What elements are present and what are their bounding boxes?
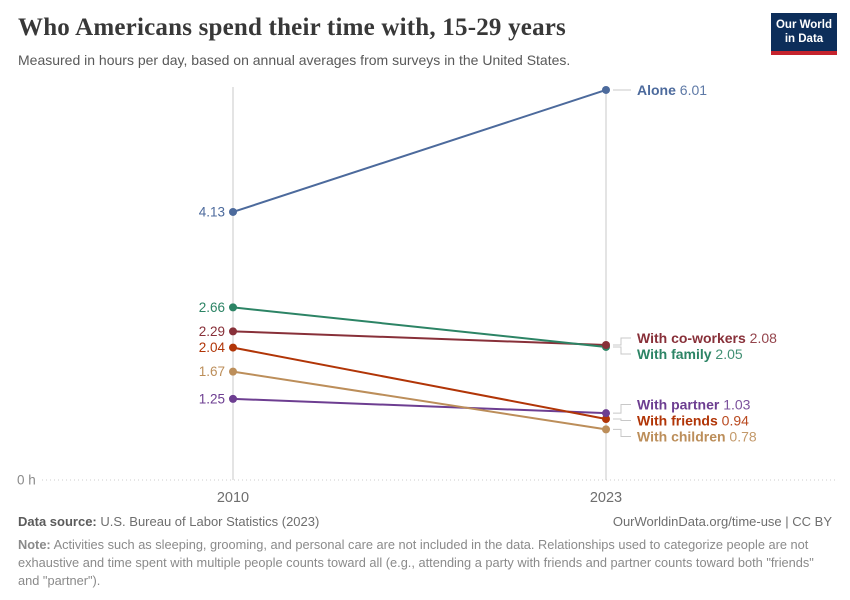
series-line-alone [232,89,607,213]
start-value-label-with-friends: 2.04 [199,340,226,355]
data-point-with-children-2010 [229,367,237,376]
owid-logo[interactable]: Our World in Data [771,13,837,55]
y-axis-zero-label: 0 h [17,473,36,488]
page-title: Who Americans spend their time with, 15-… [18,14,566,41]
data-point-with-friends-2023 [602,414,610,423]
data-source-value: U.S. Bureau of Labor Statistics (2023) [100,514,320,529]
series-label-with-family: With family 2.05 [637,346,743,362]
chart-header: Who Americans spend their time with, 15-… [18,14,758,69]
chart-note-label: Note: [18,537,51,552]
chart-note-text: Activities such as sleeping, grooming, a… [18,537,814,588]
data-point-with-partner-2010 [229,394,237,403]
series-label-with-partner: With partner 1.03 [637,396,751,412]
start-value-label-with-children: 1.67 [199,364,225,379]
series-label-alone: Alone 6.01 [637,82,707,98]
series-line-with-co-workers [232,330,607,347]
start-value-label-with-partner: 1.25 [199,391,225,406]
series-label-with-co-workers: With co-workers 2.08 [637,330,777,346]
owid-logo-line1: Our World [775,19,832,31]
data-source-label: Data source: [18,514,97,529]
series-label-with-friends: With friends 0.94 [637,412,749,428]
data-point-with-family-2010 [229,303,237,312]
owid-license-link[interactable]: OurWorldinData.org/time-use | CC BY [612,514,832,529]
chart-note: Note: Activities such as sleeping, groom… [18,536,832,590]
start-value-label-with-co-workers: 2.29 [199,324,225,339]
chart-subtitle: Measured in hours per day, based on annu… [18,51,571,68]
data-point-with-co-workers-2010 [229,327,237,336]
series-label-with-children: With children 0.78 [637,428,757,444]
data-point-alone-2023 [602,85,610,94]
series-line-with-partner [232,397,607,415]
data-source: Data source: U.S. Bureau of Labor Statis… [18,514,319,529]
owid-logo-line2: in Data [784,33,824,46]
series-line-with-family [232,306,607,348]
series-line-with-friends [232,346,607,420]
data-point-alone-2010 [229,207,237,216]
data-point-with-friends-2010 [229,343,237,352]
data-point-with-children-2023 [602,425,610,434]
label-connector-with-partner [613,404,631,414]
x-tick-label-2010: 2010 [217,490,249,506]
start-value-label-alone: 4.13 [199,204,225,219]
label-connector-with-family [613,346,631,355]
data-point-with-partner-2023 [602,409,610,418]
series-line-with-children [232,370,607,431]
data-point-with-co-workers-2023 [602,341,610,350]
label-connector-with-co-workers [613,337,631,346]
label-connector-with-children [613,428,631,438]
chart-footer: Data source: U.S. Bureau of Labor Statis… [18,514,832,590]
start-value-label-with-family: 2.66 [199,300,225,315]
x-tick-label-2023: 2023 [590,490,622,506]
label-connector-with-friends [613,418,631,422]
